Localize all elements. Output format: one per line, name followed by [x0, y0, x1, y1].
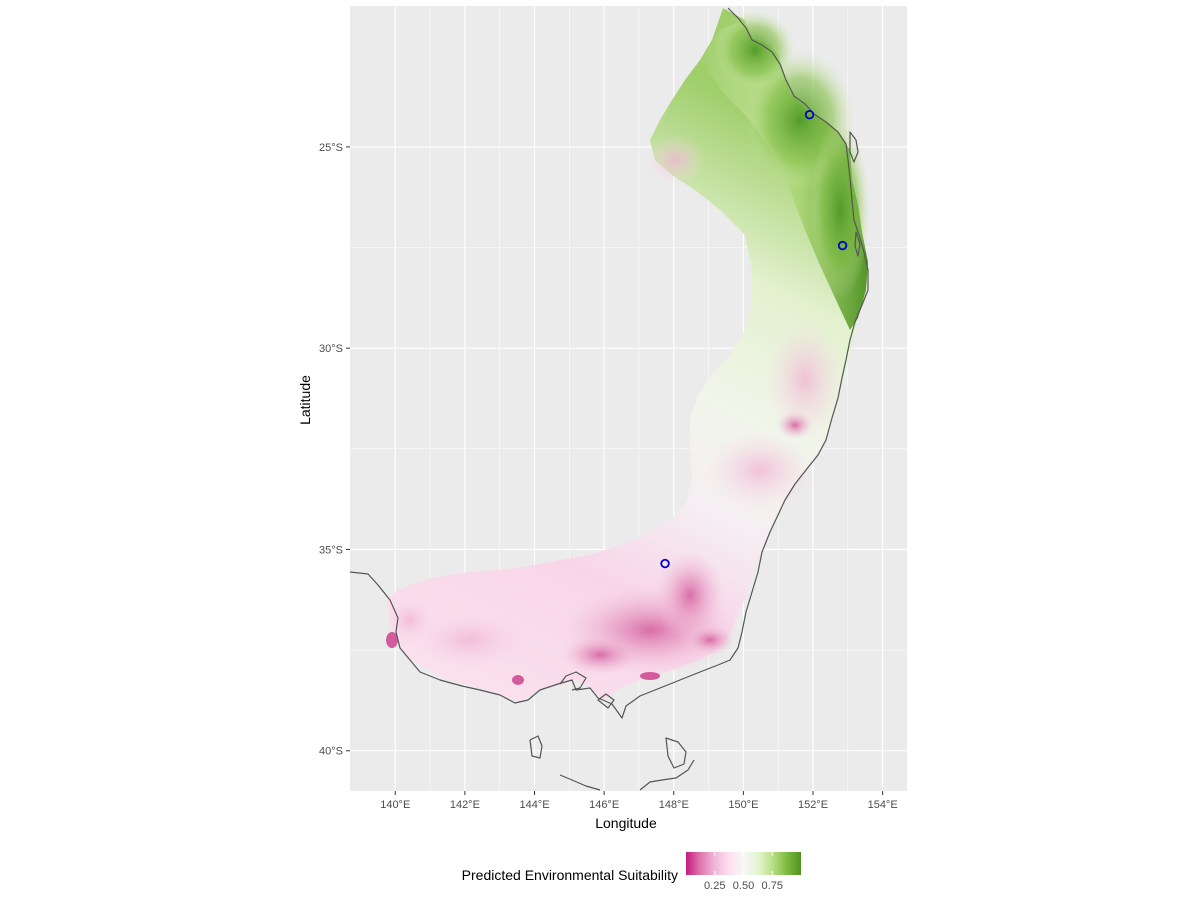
suitability-raster [385, 8, 870, 702]
y-tick-label: 30°S [319, 343, 343, 355]
green-hotspot-3 [715, 10, 795, 90]
x-tick-label: 152°E [798, 799, 828, 811]
pink-patch-otway [512, 675, 524, 685]
legend-title: Predicted Environmental Suitability [462, 867, 678, 883]
x-tick-label: 142°E [450, 799, 480, 811]
coastline [350, 7, 869, 791]
x-tick-label: 144°E [519, 799, 549, 811]
tasmania-north-coast [559, 759, 695, 791]
occurrence-points [660, 109, 848, 569]
moreton-island [854, 231, 861, 257]
x-tick-label: 140°E [380, 799, 410, 811]
pink-patch-east [777, 411, 813, 439]
king-island [529, 735, 543, 759]
pink-patch-gippsland [560, 635, 640, 675]
y-axis-title: Latitude [297, 375, 313, 425]
y-axis: 25°S 30°S 35°S 40°S [319, 142, 350, 758]
pink-patch-sw [385, 595, 435, 645]
y-tick-label: 40°S [319, 746, 343, 758]
y-tick-label: 35°S [319, 544, 343, 556]
green-hotspot-2 [810, 120, 870, 300]
pink-patch-north [645, 135, 705, 185]
x-tick-label: 148°E [659, 799, 689, 811]
y-tick-label: 25°S [319, 142, 343, 154]
pink-patch-se [685, 625, 735, 655]
legend-tick-label: 0.75 [762, 880, 783, 892]
pink-patch-highlands [655, 550, 725, 640]
x-axis: 140°E 142°E 144°E 146°E 148°E 150°E 152°E 154°E [380, 791, 898, 811]
x-tick-label: 150°E [728, 799, 758, 811]
fraser-island [849, 131, 859, 163]
pink-patch-tablelands [765, 320, 845, 440]
pink-patch-west [410, 610, 530, 670]
x-axis-title: Longitude [595, 815, 657, 831]
legend-colorbar [686, 852, 801, 875]
legend-ticks: 0.25 0.50 0.75 [704, 852, 783, 892]
legend-tick-label: 0.25 [704, 880, 725, 892]
study-region [386, 8, 868, 702]
occurrence-point [837, 240, 848, 251]
western-port [597, 693, 615, 709]
occurrence-point [660, 558, 670, 569]
pink-patch-central [705, 430, 815, 510]
legend: Predicted Environmental Suitability 0.25… [462, 852, 801, 892]
pink-patch-coast-sw [386, 632, 398, 648]
port-phillip [559, 671, 587, 691]
legend-tick-label: 0.50 [733, 880, 754, 892]
x-tick-label: 154°E [868, 799, 898, 811]
x-tick-label: 146°E [589, 799, 619, 811]
flinders-island [665, 737, 687, 769]
pink-patch-gippsland-coast [640, 672, 660, 680]
mainland-coastline [350, 7, 869, 719]
occurrence-point [804, 109, 815, 120]
